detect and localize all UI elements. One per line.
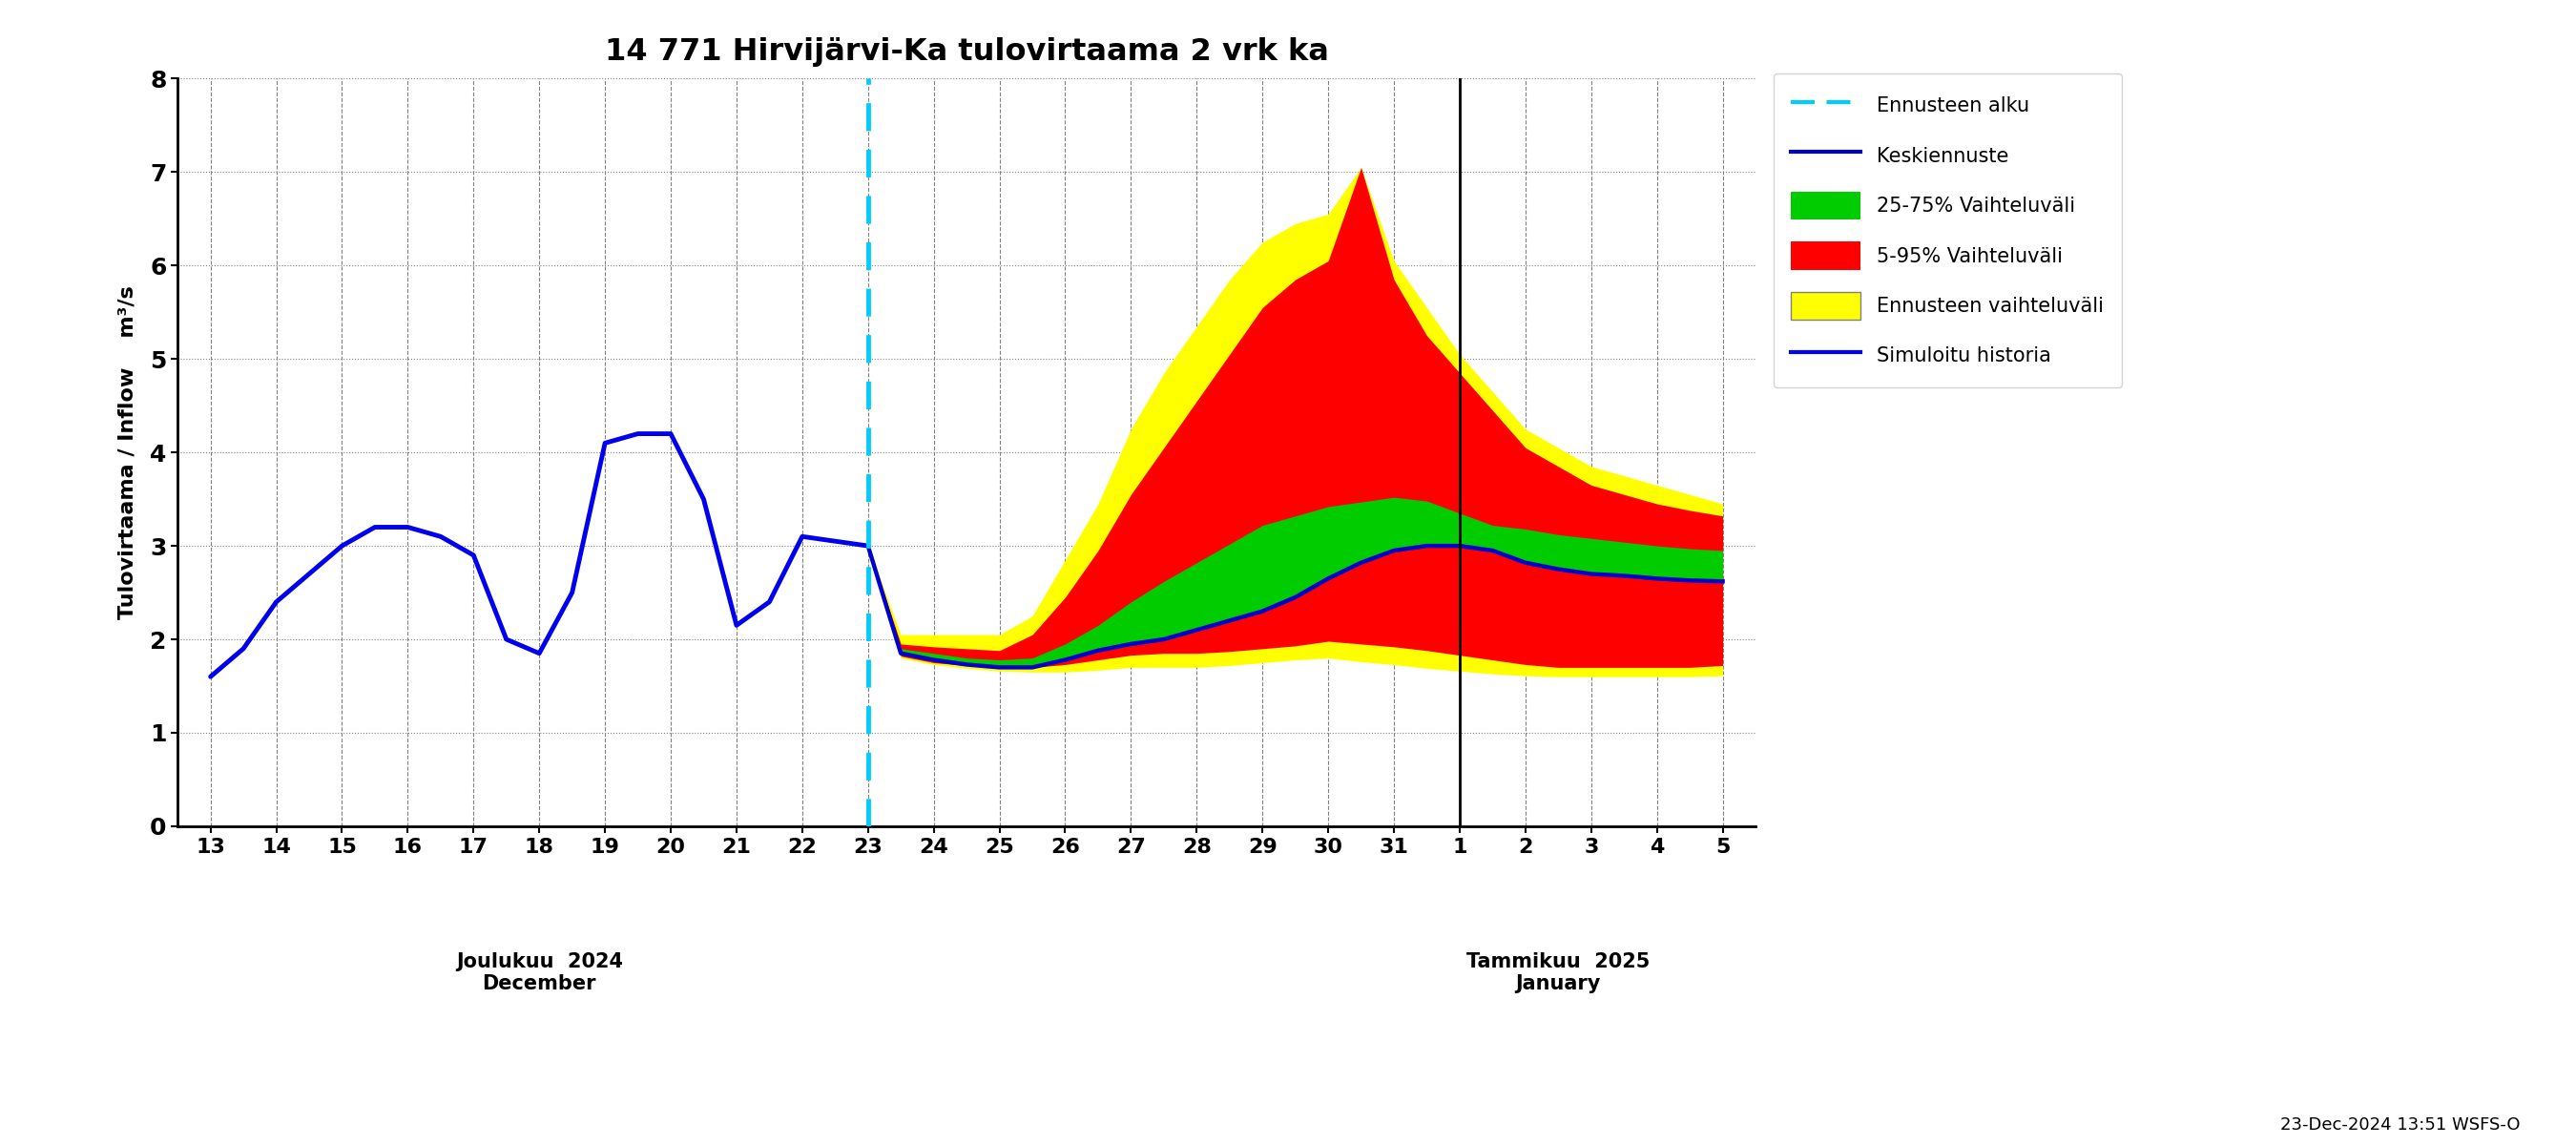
Legend: Ennusteen alku, Keskiennuste, 25-75% Vaihteluväli, 5-95% Vaihteluväli, Ennusteen: Ennusteen alku, Keskiennuste, 25-75% Vai… xyxy=(1772,73,2123,387)
Y-axis label: Tulovirtaama / Inflow    m³/s: Tulovirtaama / Inflow m³/s xyxy=(118,285,137,619)
Text: 23-Dec-2024 13:51 WSFS-O: 23-Dec-2024 13:51 WSFS-O xyxy=(2280,1116,2519,1134)
Text: Joulukuu  2024
December: Joulukuu 2024 December xyxy=(456,953,623,994)
Title: 14 771 Hirvijärvi-Ka tulovirtaama 2 vrk ka: 14 771 Hirvijärvi-Ka tulovirtaama 2 vrk … xyxy=(605,37,1329,66)
Text: Tammikuu  2025
January: Tammikuu 2025 January xyxy=(1466,953,1651,994)
